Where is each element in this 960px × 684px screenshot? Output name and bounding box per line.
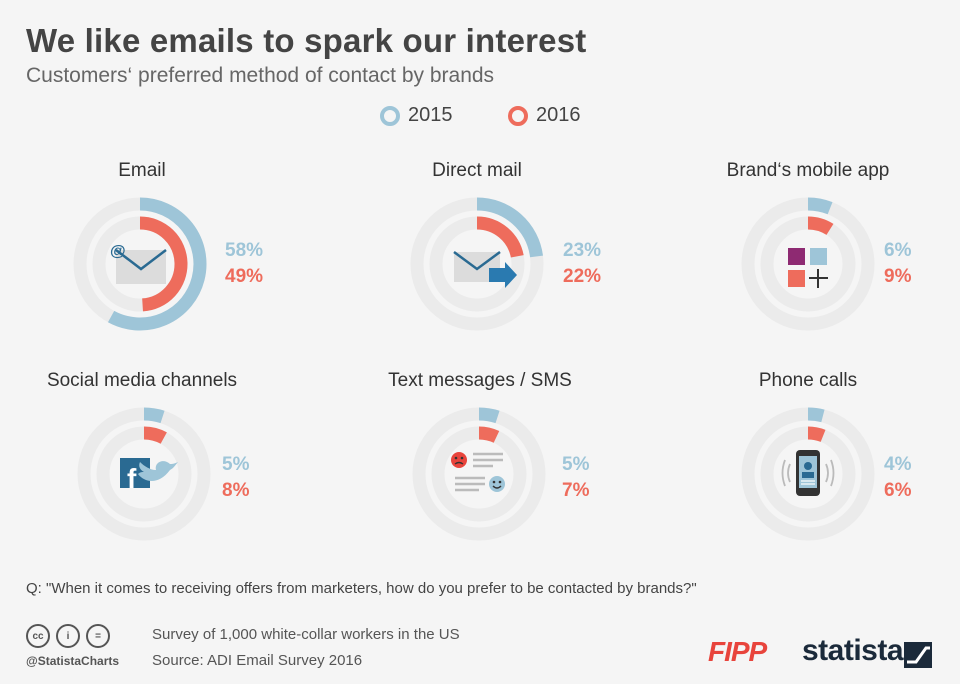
- panel-title: Social media channels: [46, 370, 238, 391]
- value-label-2015: 58%: [225, 240, 264, 261]
- donut-chart: [741, 407, 875, 541]
- value-label-2016: 22%: [563, 266, 602, 287]
- ring-track-2016: [760, 216, 856, 312]
- app-tiles-icon: [788, 248, 828, 288]
- panel-title: Email: [118, 160, 166, 181]
- email-icon: @: [110, 243, 167, 284]
- ring-arc-2015: [107, 197, 207, 331]
- source-note: Source: ADI Email Survey 2016: [152, 652, 363, 669]
- license-icons: cc i =: [26, 624, 110, 648]
- donut-chart: [412, 407, 546, 541]
- value-label-2016: 8%: [222, 480, 250, 501]
- ring-arc-2015: [143, 407, 165, 424]
- value-label-2015: 4%: [884, 454, 912, 475]
- ring-arc-2016: [478, 426, 500, 443]
- panel-title: Text messages / SMS: [388, 370, 572, 391]
- survey-question: Q: "When it comes to receiving offers fr…: [26, 580, 697, 597]
- value-label-2015: 5%: [222, 454, 250, 475]
- ring-arc-2016: [807, 426, 826, 443]
- panel-phone-calls: Phone calls 4% 6%: [648, 370, 960, 580]
- mail-envelope-arrow-icon: [453, 250, 517, 288]
- legend-label-2016: 2016: [536, 104, 581, 126]
- ring-arc-2016: [807, 216, 834, 236]
- legend: 2015 2016: [0, 104, 960, 130]
- value-label-2016: 7%: [562, 480, 590, 501]
- ring-arc-2015: [807, 197, 833, 215]
- donut-chart: [410, 197, 544, 331]
- donut-chart: [741, 197, 875, 331]
- ring-arc-2015: [807, 407, 825, 423]
- ring-track-2016: [431, 426, 527, 522]
- donut-chart: @: [73, 197, 207, 331]
- panel-email: Email @ 58% 49%: [0, 160, 302, 370]
- panel-title: Direct mail: [432, 160, 522, 181]
- legend-label-2015: 2015: [408, 104, 453, 126]
- panel-title: Phone calls: [758, 370, 858, 391]
- survey-note: Survey of 1,000 white-collar workers in …: [152, 626, 460, 643]
- legend-marker-2015: [380, 105, 400, 126]
- ring-arc-2015: [476, 197, 543, 258]
- facebook-twitter-icon: f: [120, 458, 178, 494]
- value-label-2016: 9%: [884, 266, 912, 287]
- statista-logo-icon: [904, 642, 932, 668]
- ring-arc-2016: [143, 426, 167, 444]
- panel-social-media: Social media channels f 5% 8%: [0, 370, 302, 580]
- no-derivatives-icon: =: [86, 624, 110, 648]
- legend-marker-2016: [508, 105, 528, 126]
- fipp-logo[interactable]: FIPP: [708, 636, 767, 667]
- value-label-2015: 5%: [562, 454, 590, 475]
- legend-item-2015: 2015: [380, 104, 453, 127]
- value-label-2016: 6%: [884, 480, 912, 501]
- legend-item-2016: 2016: [508, 104, 581, 127]
- svg-text:f: f: [127, 463, 137, 494]
- chart-subtitle: Customers‘ preferred method of contact b…: [26, 64, 495, 87]
- attribution-icon: i: [56, 624, 80, 648]
- ring-arc-2016: [139, 216, 188, 312]
- value-label-2016: 49%: [225, 266, 264, 287]
- value-label-2015: 23%: [563, 240, 602, 261]
- ring-arc-2015: [478, 407, 500, 424]
- panel-text-messages: Text messages / SMS 5% 7%: [320, 370, 640, 580]
- statista-handle[interactable]: @StatistaCharts: [26, 654, 120, 668]
- donut-chart: f: [77, 407, 211, 541]
- panel-mobile-app: Brand‘s mobile app 6% 9%: [648, 160, 960, 370]
- panel-title: Brand‘s mobile app: [726, 160, 890, 181]
- statista-logo[interactable]: statista: [802, 634, 904, 667]
- chat-messages-icon: [451, 452, 505, 492]
- value-label-2015: 6%: [884, 240, 912, 261]
- chart-title: We like emails to spark our interest: [26, 22, 587, 59]
- panel-direct-mail: Direct mail 23% 22%: [317, 160, 637, 370]
- ring-arc-2016: [476, 216, 524, 258]
- smartphone-icon: [781, 450, 835, 496]
- creative-commons-icon: cc: [26, 624, 50, 648]
- svg-text:@: @: [110, 243, 126, 260]
